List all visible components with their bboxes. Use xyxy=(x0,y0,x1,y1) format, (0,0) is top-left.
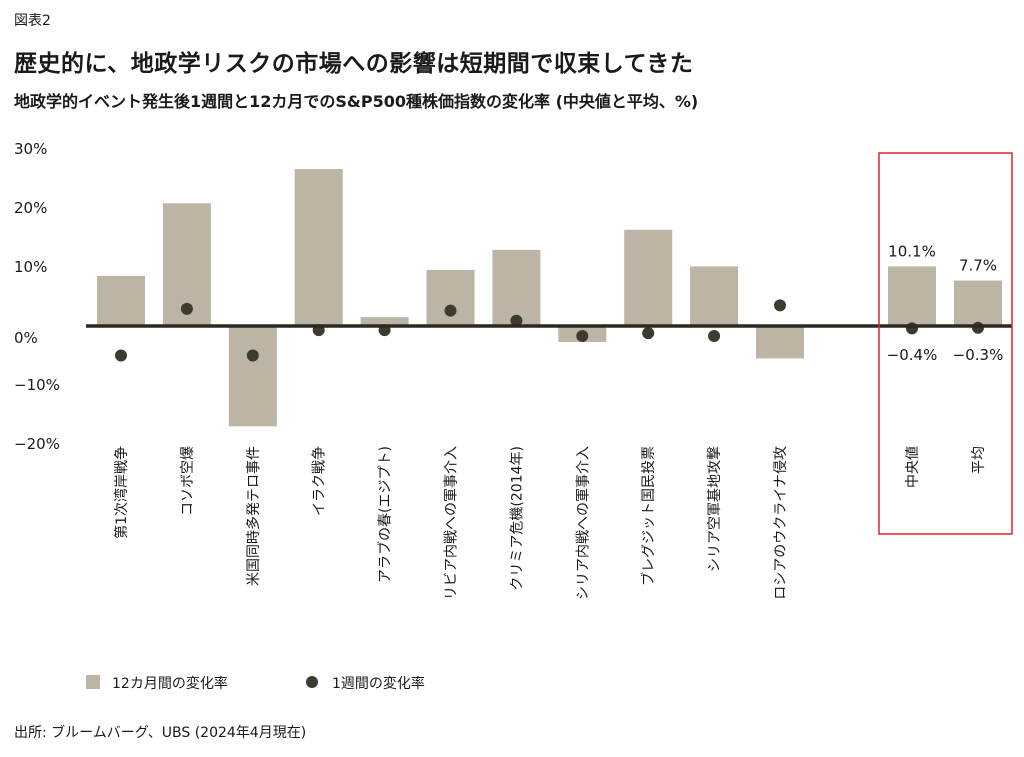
summary-category-label: 中央値 xyxy=(905,446,921,488)
bar-12m xyxy=(492,249,541,326)
dot-1w xyxy=(246,349,259,362)
y-ticks-layer: 30% 20% 10% 0% −10% −20% xyxy=(14,140,60,453)
legend: 12カ月間の変化率 1週間の変化率 xyxy=(86,675,425,692)
y-tick-label: 30% xyxy=(14,140,47,158)
category-label: イラク戦争 xyxy=(312,446,328,516)
bar-value-label: 7.7% xyxy=(959,257,997,275)
dot-value-label: −0.3% xyxy=(953,346,1004,364)
category-label: ロシアのウクライナ侵攻 xyxy=(772,446,789,600)
legend-dot-swatch xyxy=(306,676,318,688)
dot-summary xyxy=(906,322,918,335)
dot-1w xyxy=(510,314,523,327)
bar-value-label: 10.1% xyxy=(888,242,936,260)
y-tick-label: 20% xyxy=(14,199,47,217)
bar-12m xyxy=(360,317,409,326)
bars-layer xyxy=(97,169,1002,427)
bar-summary xyxy=(888,266,936,326)
legend-label-1w: 1週間の変化率 xyxy=(332,675,425,692)
y-tick-label: 10% xyxy=(14,258,47,276)
bar-12m xyxy=(228,326,277,427)
bar-12m xyxy=(97,275,145,326)
category-label: 米国同時多発テロ事件 xyxy=(245,446,262,586)
dot-1w xyxy=(708,330,721,343)
data-labels-layer: 10.1% −0.4% 7.7% −0.3% xyxy=(887,242,1004,364)
dot-summary xyxy=(972,321,984,334)
bar-12m xyxy=(756,326,804,359)
chart-canvas: 30% 20% 10% 0% −10% −20% 第1次湾岸戦争 コソボ空爆 米国同時多発テロ… xyxy=(14,140,1013,692)
bar-12m xyxy=(624,229,673,326)
legend-bar-swatch xyxy=(86,675,100,689)
legend-label-12m: 12カ月間の変化率 xyxy=(112,675,228,692)
category-label: ブレグジット国民投票 xyxy=(640,446,657,586)
category-label: コソボ空爆 xyxy=(180,446,196,516)
category-label: クリミア危機(2014年) xyxy=(509,446,525,591)
dot-1w xyxy=(180,302,193,315)
bar-12m xyxy=(426,269,475,326)
dot-1w xyxy=(115,349,127,362)
figure-label: 図表2 xyxy=(14,13,51,29)
category-label: 第1次湾岸戦争 xyxy=(113,446,130,539)
source-note: 出所: ブルームバーグ、UBS (2024年4月現在) xyxy=(14,725,307,741)
y-tick-label: −10% xyxy=(14,376,60,394)
chart-subtitle: 地政学的イベント発生後1週間と12カ月でのS&P500種株価指数の変化率 (中央… xyxy=(14,92,699,111)
y-tick-label: −20% xyxy=(14,435,60,453)
category-label: アラブの春(エジプト) xyxy=(377,446,394,583)
category-label: シリア内戦への軍事介入 xyxy=(575,446,591,600)
bar-summary xyxy=(954,280,1002,326)
bar-12m xyxy=(294,169,343,326)
dot-1w xyxy=(642,327,655,340)
bar-12m xyxy=(690,266,739,326)
category-label: シリア空軍基地攻撃 xyxy=(706,446,723,572)
dot-1w xyxy=(576,330,589,343)
summary-category-label: 平均 xyxy=(971,446,987,474)
dot-value-label: −0.4% xyxy=(887,346,938,364)
summary-highlight-box xyxy=(878,152,1013,535)
dot-1w xyxy=(444,304,457,317)
y-tick-label: 0% xyxy=(14,329,38,347)
dot-1w xyxy=(774,299,786,312)
category-label: リビア内戦への軍事介入 xyxy=(444,446,460,600)
category-labels-layer: 第1次湾岸戦争 コソボ空爆 米国同時多発テロ事件 イラク戦争 アラブの春(エジプト) リビ… xyxy=(113,446,987,600)
chart-title: 歴史的に、地政学リスクの市場への影響は短期間で収束してきた xyxy=(14,51,694,77)
